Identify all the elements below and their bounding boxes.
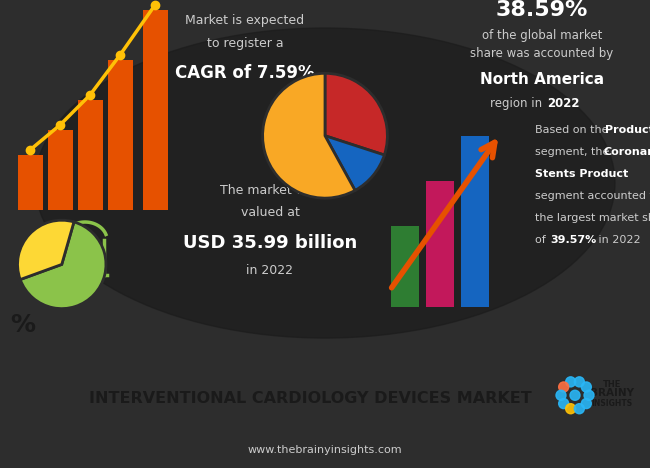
- Bar: [426, 181, 454, 307]
- Text: BRAINY: BRAINY: [590, 388, 634, 398]
- Text: INTERVENTIONAL CARDIOLOGY DEVICES MARKET: INTERVENTIONAL CARDIOLOGY DEVICES MARKET: [88, 391, 532, 406]
- Text: Stents Product: Stents Product: [535, 169, 629, 179]
- Circle shape: [584, 390, 594, 400]
- Text: %: %: [10, 313, 36, 337]
- Text: in 2022: in 2022: [246, 263, 294, 277]
- Circle shape: [581, 382, 592, 392]
- Ellipse shape: [263, 130, 387, 148]
- Circle shape: [558, 382, 569, 392]
- Text: Product: Product: [605, 125, 650, 135]
- Bar: [107, 60, 133, 210]
- Ellipse shape: [100, 155, 200, 215]
- Circle shape: [581, 399, 592, 409]
- Text: 2022: 2022: [547, 96, 579, 110]
- Text: Market is expected: Market is expected: [185, 14, 305, 27]
- Wedge shape: [263, 73, 355, 198]
- Ellipse shape: [290, 105, 390, 185]
- Text: North America: North America: [480, 72, 604, 87]
- Wedge shape: [18, 220, 74, 279]
- Circle shape: [570, 390, 580, 400]
- Text: in 2022: in 2022: [595, 235, 641, 245]
- Text: 39.57%: 39.57%: [550, 235, 596, 245]
- Bar: [18, 155, 42, 210]
- Bar: [142, 10, 168, 210]
- Text: share was accounted by: share was accounted by: [471, 46, 614, 59]
- Text: www.thebrainyinsights.com: www.thebrainyinsights.com: [248, 445, 402, 455]
- Text: valued at: valued at: [240, 205, 300, 219]
- Circle shape: [566, 404, 576, 414]
- Text: Coronary: Coronary: [603, 147, 650, 157]
- Text: the largest market share: the largest market share: [535, 213, 650, 223]
- Text: THE: THE: [603, 380, 621, 389]
- Text: segment accounted for: segment accounted for: [535, 191, 650, 201]
- Text: of the global market: of the global market: [482, 29, 602, 42]
- Text: 38.59%: 38.59%: [496, 0, 588, 20]
- Text: CAGR of 7.59%: CAGR of 7.59%: [176, 64, 315, 82]
- Wedge shape: [20, 222, 106, 308]
- Ellipse shape: [35, 28, 615, 338]
- Text: The market was: The market was: [220, 183, 320, 197]
- Wedge shape: [325, 136, 384, 190]
- Bar: [461, 136, 489, 307]
- Text: of: of: [535, 235, 549, 245]
- Text: INSIGHTS: INSIGHTS: [592, 399, 632, 408]
- Circle shape: [566, 377, 576, 387]
- Circle shape: [575, 377, 584, 387]
- Text: USD 35.99 billion: USD 35.99 billion: [183, 234, 357, 252]
- Text: Based on the: Based on the: [535, 125, 612, 135]
- Circle shape: [575, 404, 584, 414]
- Bar: [47, 130, 73, 210]
- Ellipse shape: [110, 75, 290, 175]
- Text: to register a: to register a: [207, 37, 283, 50]
- Circle shape: [556, 390, 566, 400]
- Wedge shape: [325, 73, 387, 155]
- Bar: [77, 100, 103, 210]
- Circle shape: [558, 399, 569, 409]
- Bar: [391, 226, 419, 307]
- Ellipse shape: [380, 135, 460, 195]
- Text: segment, the: segment, the: [535, 147, 613, 157]
- Text: region in: region in: [490, 96, 546, 110]
